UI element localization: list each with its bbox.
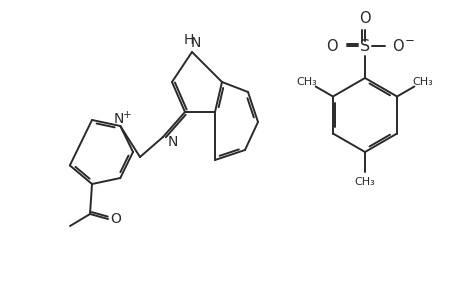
Text: CH₃: CH₃ [296,76,317,86]
Text: O: O [358,11,370,26]
Text: N: N [168,135,178,149]
Text: O: O [110,212,121,226]
Text: CH₃: CH₃ [412,76,432,86]
Text: O: O [325,38,337,53]
Text: H: H [184,33,194,47]
Text: N: N [190,36,201,50]
Text: +: + [123,110,131,120]
Text: −: − [404,34,414,46]
Text: O: O [392,38,403,53]
Text: CH₃: CH₃ [354,177,375,187]
Text: N: N [113,112,123,126]
Text: S: S [359,38,369,53]
